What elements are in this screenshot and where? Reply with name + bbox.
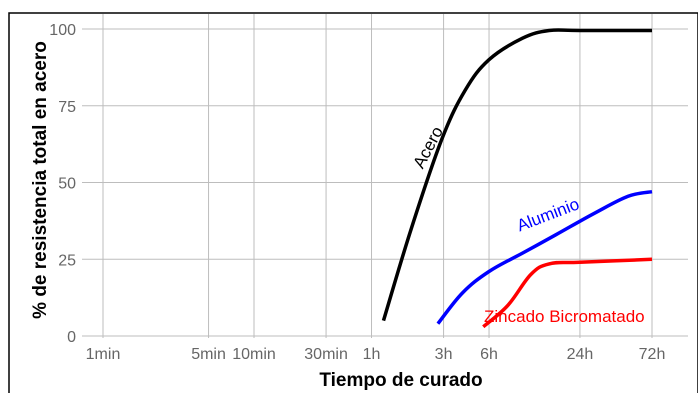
y-axis-title: % de resistencia total en acero xyxy=(30,41,51,319)
y-tick-label: 50 xyxy=(58,176,76,193)
x-tick-label: 30min xyxy=(304,346,348,363)
x-tick-label: 3h xyxy=(435,346,453,363)
y-tick-label: 75 xyxy=(58,99,76,116)
series-line-zincado-bicromatado xyxy=(482,257,653,329)
series-lines xyxy=(381,28,653,329)
x-tick-label: 1min xyxy=(86,346,121,363)
x-axis-ticks: 1min 5min 10min 30min 1h 3h 6h 24h 72h xyxy=(86,346,666,363)
y-tick-label: 0 xyxy=(67,329,76,346)
x-tick-label: 6h xyxy=(480,346,498,363)
y-tick-label: 100 xyxy=(49,22,76,39)
series-label-zincado-bicromatado: Zincado Bicromatado xyxy=(484,307,645,326)
x-axis-title: Tiempo de curado xyxy=(319,370,482,391)
x-tick-label: 10min xyxy=(232,346,276,363)
y-axis-ticks: 0 25 50 75 100 xyxy=(49,22,76,346)
series-line-aluminio xyxy=(436,189,653,325)
y-tick-label: 25 xyxy=(58,252,76,269)
x-tick-label: 1h xyxy=(363,346,381,363)
plot-frame xyxy=(8,12,698,393)
series-line-acero xyxy=(381,28,652,322)
x-tick-label: 5min xyxy=(191,346,226,363)
x-tick-label: 72h xyxy=(639,346,666,363)
x-tick-label: 24h xyxy=(567,346,594,363)
